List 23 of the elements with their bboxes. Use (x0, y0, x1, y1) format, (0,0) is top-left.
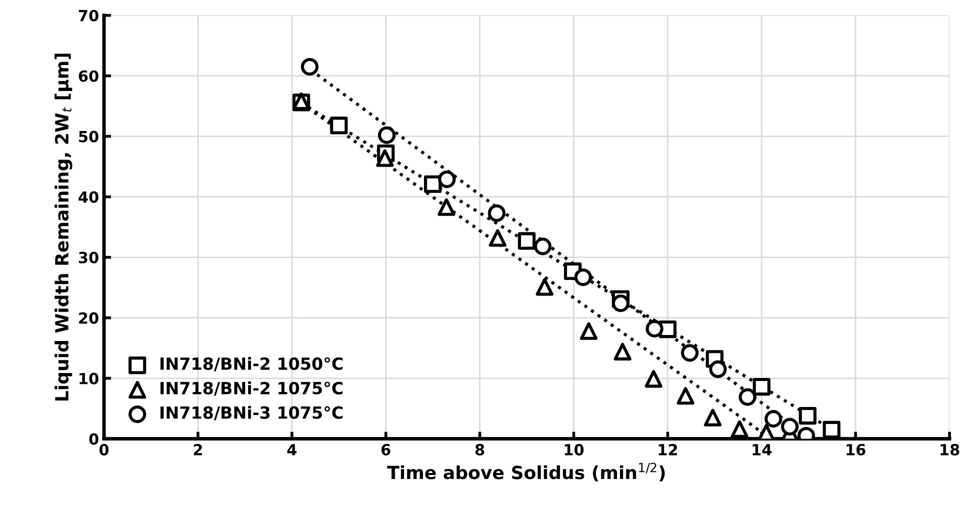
y-tick-label: 30 (78, 252, 98, 264)
x-tick-label: 12 (658, 444, 677, 456)
x-tick-label: 2 (194, 444, 202, 456)
x-tick-label: 8 (475, 444, 484, 456)
x-axis-title: Time above Solidus (min$^{1/2}$) (387, 462, 665, 482)
x-tick-label: 4 (287, 444, 297, 456)
x-tick-label: 0 (99, 444, 109, 456)
x-tick-label: 16 (846, 444, 866, 456)
x-tick-label: 6 (381, 444, 390, 456)
legend-label: IN718/BNi-2 1075°C (160, 382, 343, 396)
y-tick-label: 10 (80, 372, 98, 384)
y-tick-label: 70 (78, 10, 98, 22)
x-tick-label: 14 (752, 444, 772, 456)
y-tick-label: 40 (78, 191, 98, 203)
legend-label: IN718/BNi-2 1050°C (160, 357, 343, 372)
y-tick-label: 20 (79, 312, 98, 324)
y-tick-label: 50 (79, 130, 98, 142)
x-tick-label: 18 (940, 444, 960, 456)
legend-label: IN718/BNi-3 1075°C (160, 406, 343, 420)
y-tick-label: 0 (89, 433, 98, 445)
x-tick-label: 10 (564, 444, 584, 456)
y-axis-title: Liquid Width Remaining, 2W$_{t}$ [μm] (54, 54, 72, 400)
y-tick-label: 60 (78, 70, 98, 82)
